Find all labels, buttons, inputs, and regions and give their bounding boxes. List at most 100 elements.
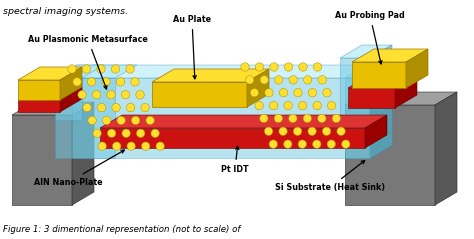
Circle shape bbox=[92, 91, 101, 99]
Circle shape bbox=[136, 91, 144, 99]
Circle shape bbox=[68, 65, 76, 73]
Circle shape bbox=[83, 103, 91, 112]
Circle shape bbox=[121, 91, 130, 99]
Text: Au Probing Pad: Au Probing Pad bbox=[335, 11, 405, 64]
Polygon shape bbox=[345, 92, 457, 105]
Circle shape bbox=[122, 129, 130, 137]
Circle shape bbox=[87, 78, 96, 86]
Circle shape bbox=[328, 101, 336, 110]
Polygon shape bbox=[55, 78, 82, 120]
Polygon shape bbox=[100, 115, 387, 128]
Polygon shape bbox=[435, 92, 457, 205]
Circle shape bbox=[264, 88, 273, 97]
Polygon shape bbox=[55, 65, 104, 78]
Polygon shape bbox=[18, 100, 60, 112]
Circle shape bbox=[102, 116, 111, 125]
Circle shape bbox=[127, 103, 135, 112]
Circle shape bbox=[112, 103, 120, 112]
Circle shape bbox=[241, 63, 249, 71]
Circle shape bbox=[141, 103, 149, 112]
Circle shape bbox=[78, 91, 86, 99]
Polygon shape bbox=[340, 58, 370, 120]
Circle shape bbox=[318, 114, 326, 123]
Polygon shape bbox=[345, 78, 370, 158]
Circle shape bbox=[112, 142, 121, 150]
Circle shape bbox=[322, 127, 331, 136]
Polygon shape bbox=[247, 69, 269, 107]
Circle shape bbox=[116, 78, 125, 86]
Circle shape bbox=[284, 63, 293, 71]
Circle shape bbox=[131, 116, 140, 125]
Polygon shape bbox=[348, 75, 417, 88]
Circle shape bbox=[303, 114, 311, 123]
Text: AlN Nano-Plate: AlN Nano-Plate bbox=[34, 150, 124, 187]
Circle shape bbox=[303, 76, 312, 84]
Polygon shape bbox=[406, 49, 428, 88]
Text: Si Substrate (Heat Sink): Si Substrate (Heat Sink) bbox=[275, 161, 385, 192]
Polygon shape bbox=[60, 67, 82, 100]
Text: Au Plasmonic Metasurface: Au Plasmonic Metasurface bbox=[28, 35, 148, 89]
Circle shape bbox=[337, 127, 345, 136]
Circle shape bbox=[274, 76, 283, 84]
Circle shape bbox=[308, 88, 317, 97]
Circle shape bbox=[260, 76, 268, 84]
Polygon shape bbox=[18, 87, 82, 100]
Polygon shape bbox=[370, 45, 392, 120]
Circle shape bbox=[293, 127, 302, 136]
Circle shape bbox=[270, 63, 278, 71]
Circle shape bbox=[313, 101, 321, 110]
Text: Au Plate: Au Plate bbox=[173, 15, 211, 79]
Polygon shape bbox=[352, 62, 406, 88]
Polygon shape bbox=[100, 128, 365, 148]
Circle shape bbox=[327, 140, 336, 148]
Polygon shape bbox=[55, 65, 392, 78]
Polygon shape bbox=[152, 69, 269, 82]
Circle shape bbox=[274, 114, 283, 123]
Circle shape bbox=[73, 78, 81, 86]
Circle shape bbox=[137, 129, 145, 137]
Circle shape bbox=[97, 65, 105, 73]
Text: Pt IDT: Pt IDT bbox=[221, 146, 249, 174]
Polygon shape bbox=[152, 82, 247, 107]
Text: Figure 1: 3 dimentional representation (not to scale) of: Figure 1: 3 dimentional representation (… bbox=[3, 225, 240, 234]
Circle shape bbox=[97, 103, 106, 112]
Circle shape bbox=[283, 140, 292, 148]
Circle shape bbox=[308, 127, 316, 136]
Circle shape bbox=[269, 140, 277, 148]
Circle shape bbox=[156, 142, 164, 150]
Polygon shape bbox=[72, 65, 137, 78]
Circle shape bbox=[289, 76, 297, 84]
Polygon shape bbox=[18, 80, 60, 100]
Polygon shape bbox=[72, 102, 94, 205]
Circle shape bbox=[151, 129, 159, 137]
Circle shape bbox=[342, 140, 350, 148]
Circle shape bbox=[318, 76, 327, 84]
Polygon shape bbox=[370, 65, 392, 158]
Circle shape bbox=[111, 65, 120, 73]
Circle shape bbox=[299, 63, 307, 71]
Circle shape bbox=[284, 101, 292, 110]
Circle shape bbox=[98, 142, 106, 150]
Circle shape bbox=[289, 114, 297, 123]
Circle shape bbox=[279, 88, 288, 97]
Polygon shape bbox=[365, 115, 387, 148]
Circle shape bbox=[313, 63, 322, 71]
Circle shape bbox=[299, 101, 307, 110]
Polygon shape bbox=[18, 67, 82, 80]
Circle shape bbox=[88, 116, 96, 125]
Circle shape bbox=[323, 88, 331, 97]
Circle shape bbox=[264, 127, 273, 136]
Circle shape bbox=[332, 114, 340, 123]
Circle shape bbox=[246, 76, 254, 84]
Circle shape bbox=[146, 116, 155, 125]
Polygon shape bbox=[352, 49, 428, 62]
Circle shape bbox=[260, 114, 268, 123]
Circle shape bbox=[250, 88, 259, 97]
Polygon shape bbox=[72, 78, 115, 158]
Polygon shape bbox=[395, 75, 417, 108]
Circle shape bbox=[126, 65, 134, 73]
Circle shape bbox=[255, 63, 264, 71]
Circle shape bbox=[107, 91, 115, 99]
Circle shape bbox=[127, 142, 136, 150]
Circle shape bbox=[269, 101, 278, 110]
